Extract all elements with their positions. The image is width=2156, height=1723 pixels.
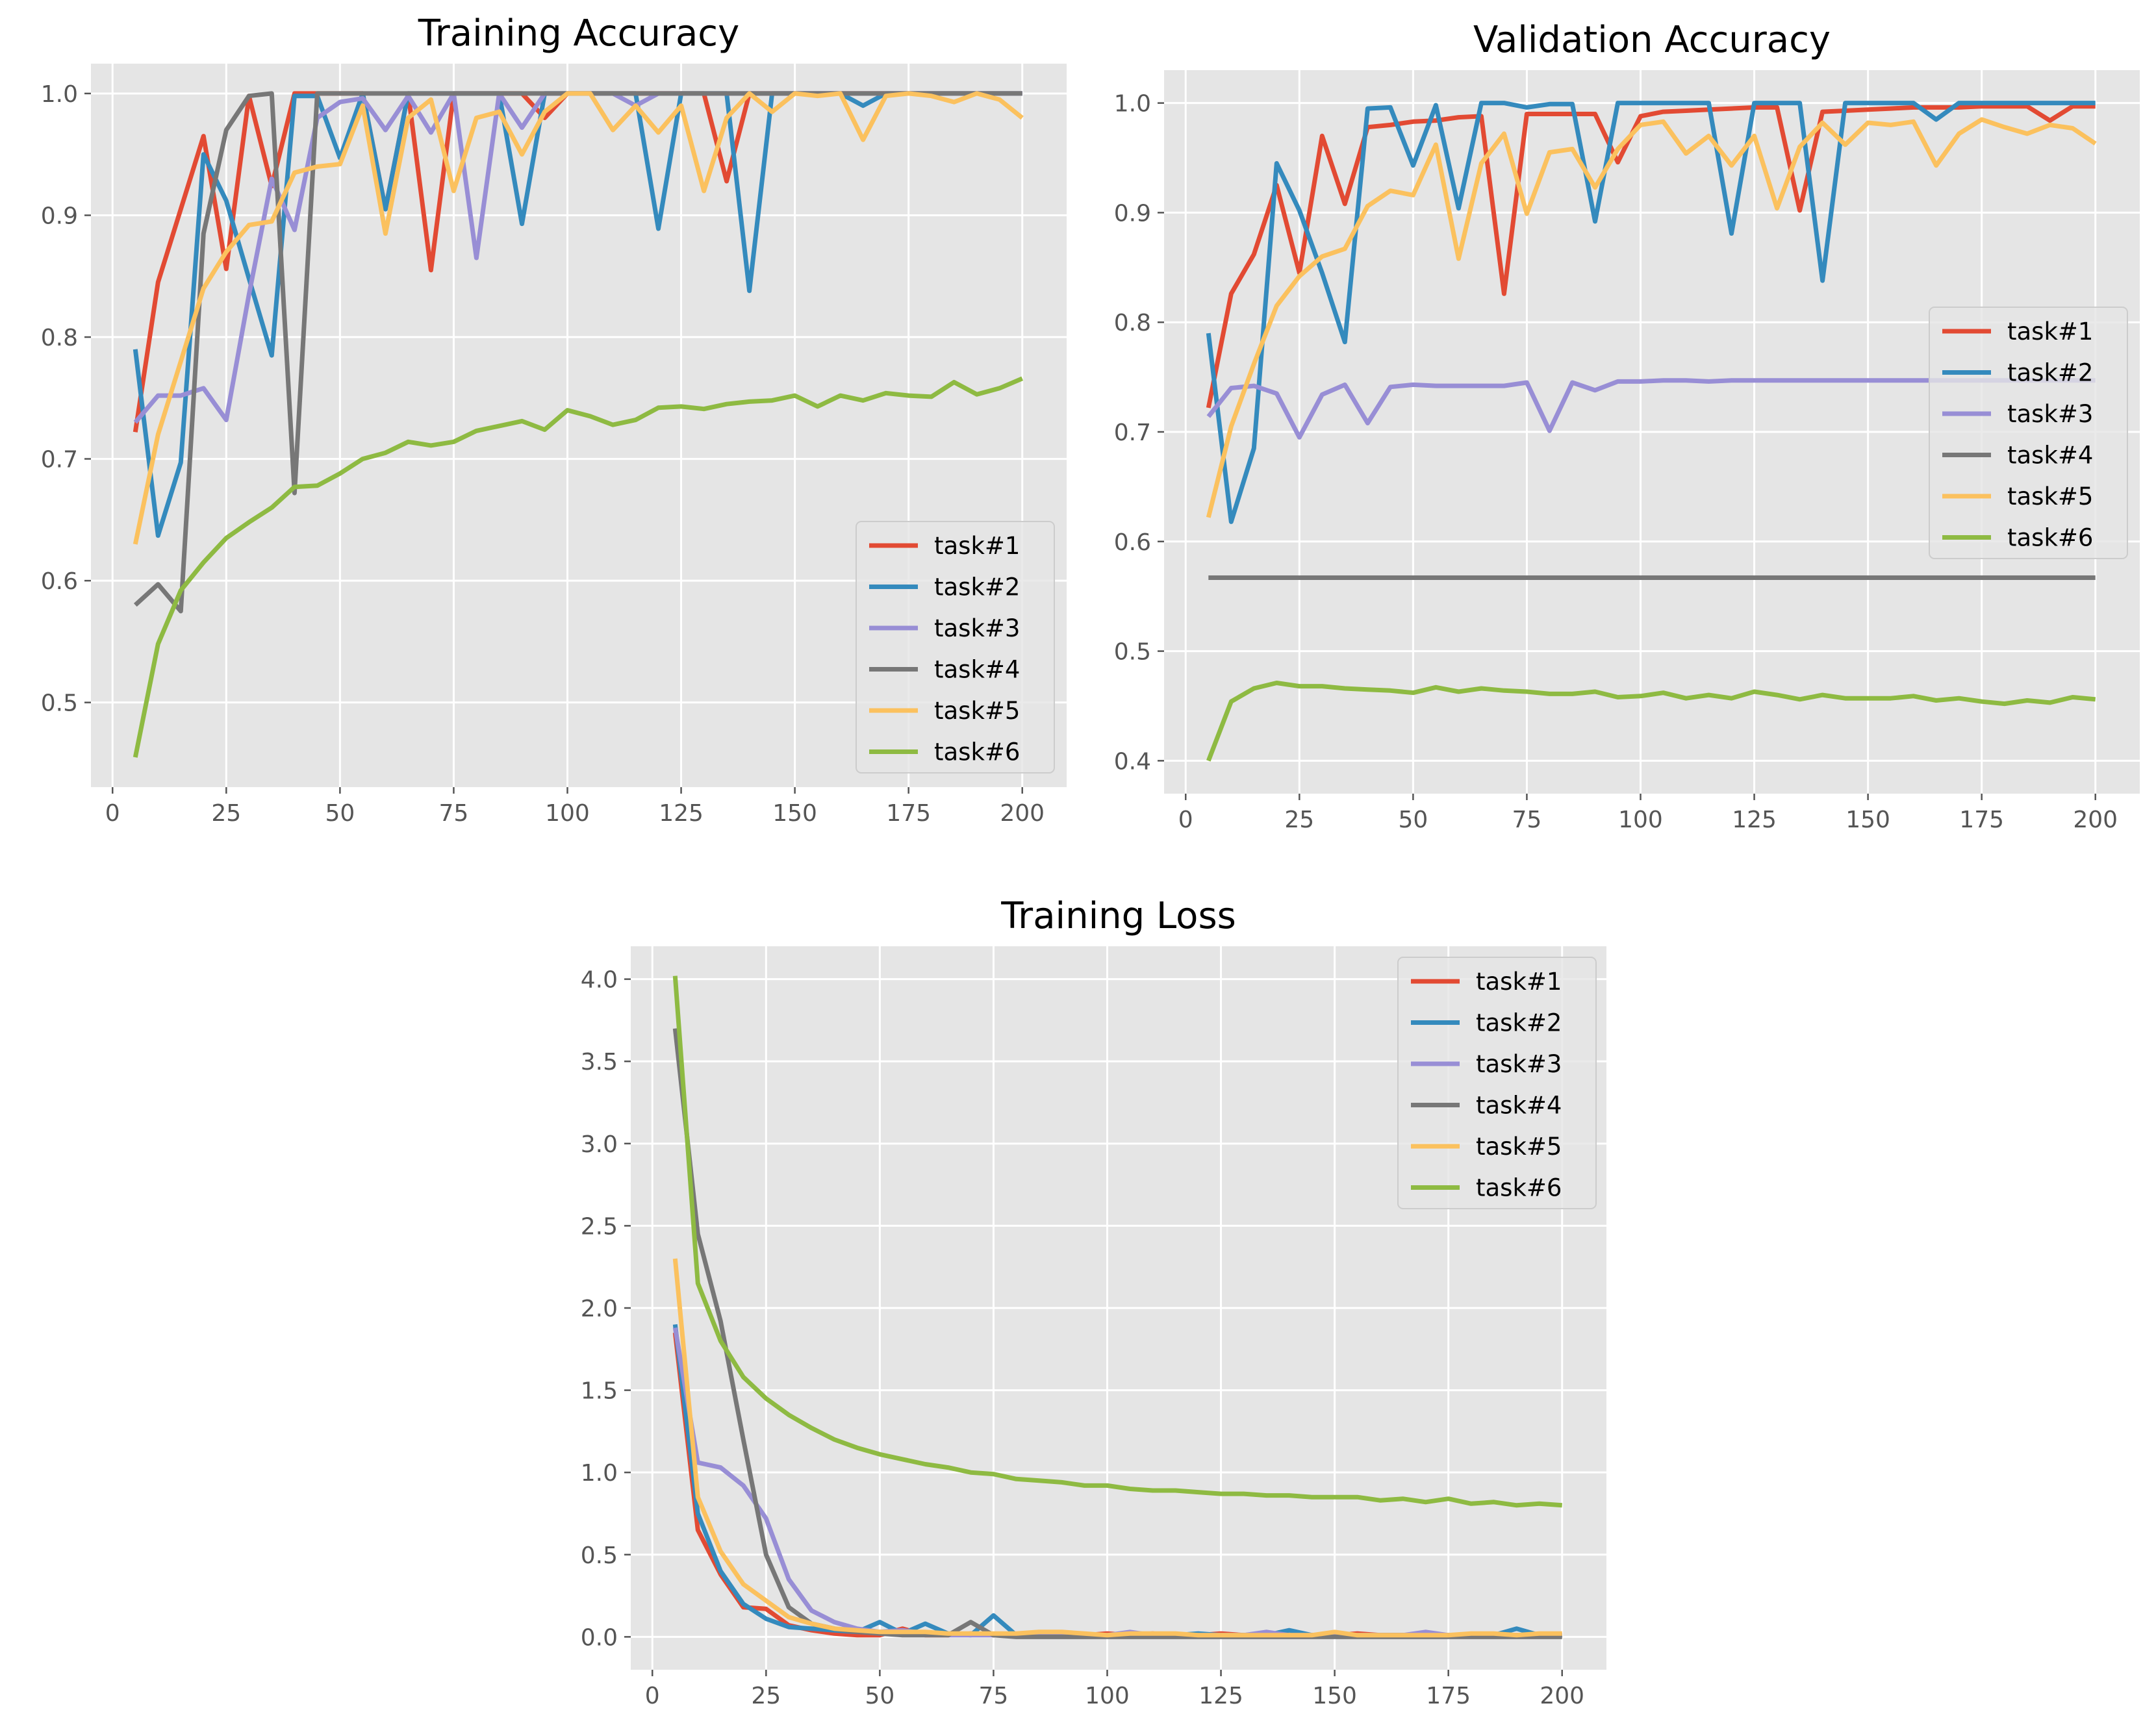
y-tick-label: 0.5 bbox=[581, 1542, 618, 1569]
chart-training-loss: 0 25 50 75 100 125 150 175 200 0.0 0.5 1.0 1.5 2.0 2.5… bbox=[581, 895, 1606, 1709]
series-group bbox=[1206, 101, 2097, 762]
chart-title: Training Loss bbox=[1000, 895, 1236, 937]
legend-label-task5: task#5 bbox=[1476, 1133, 1562, 1161]
legend-label-task1: task#1 bbox=[934, 532, 1020, 560]
legend-label-task2: task#2 bbox=[2007, 359, 2093, 387]
x-tick-label: 125 bbox=[1198, 1683, 1243, 1709]
x-tick-label: 25 bbox=[751, 1683, 781, 1709]
series-line-task5 bbox=[1206, 117, 2097, 518]
x-tick-label: 150 bbox=[1845, 807, 1890, 833]
x-tick-label: 75 bbox=[979, 1683, 1009, 1709]
y-tick-label: 3.0 bbox=[581, 1131, 618, 1158]
y-tick-label: 0.8 bbox=[41, 325, 78, 351]
y-tick-label: 0.6 bbox=[1114, 529, 1151, 556]
legend-label-task2: task#2 bbox=[934, 573, 1020, 601]
y-tick-label: 0.9 bbox=[1114, 200, 1151, 227]
legend-label-task4: task#4 bbox=[934, 656, 1020, 684]
legend-label-task4: task#4 bbox=[1476, 1092, 1562, 1120]
y-tick-label: 1.0 bbox=[1114, 91, 1151, 118]
x-tick-label: 100 bbox=[1618, 807, 1663, 833]
y-tick-label: 0.0 bbox=[581, 1624, 618, 1651]
chart-training-accuracy: 0 25 50 75 100 125 150 175 200 0.5 0.6 0.7 0.8 0.9 1.0… bbox=[41, 12, 1067, 827]
y-tick-label: 0.7 bbox=[1114, 420, 1151, 446]
y-tick-label: 3.5 bbox=[581, 1049, 618, 1075]
legend-label-task3: task#3 bbox=[934, 614, 1020, 642]
y-tick-label: 0.4 bbox=[1114, 748, 1151, 775]
legend-label-task4: task#4 bbox=[2007, 442, 2093, 470]
x-tick-label: 100 bbox=[545, 800, 590, 827]
y-tick-label: 2.0 bbox=[581, 1296, 618, 1322]
x-tick-label: 200 bbox=[1540, 1683, 1584, 1709]
chart-title: Validation Accuracy bbox=[1473, 19, 1831, 61]
series-line-task6 bbox=[672, 975, 1562, 1508]
x-tick-label: 75 bbox=[439, 800, 469, 827]
y-tick-label: 4.0 bbox=[581, 967, 618, 994]
series-line-task5 bbox=[133, 91, 1024, 545]
x-tick-label: 0 bbox=[105, 800, 120, 827]
x-tick-label: 150 bbox=[772, 800, 817, 827]
legend-label-task2: task#2 bbox=[1476, 1009, 1562, 1037]
x-tick-label: 200 bbox=[2073, 807, 2118, 833]
y-tick-label: 0.5 bbox=[1114, 639, 1151, 666]
x-tick-label: 175 bbox=[1959, 807, 2004, 833]
x-tick-label: 125 bbox=[659, 800, 704, 827]
x-tick-label: 175 bbox=[886, 800, 931, 827]
x-tick-label: 175 bbox=[1426, 1683, 1471, 1709]
legend-label-task5: task#5 bbox=[2007, 483, 2093, 510]
legend: task#1 task#2 task#3 task#4 task#5 task#6 bbox=[1397, 957, 1597, 1209]
series-group bbox=[133, 91, 1024, 758]
legend-label-task5: task#5 bbox=[934, 697, 1020, 725]
legend-label-task1: task#1 bbox=[2007, 318, 2093, 346]
y-tick-label: 0.6 bbox=[41, 568, 78, 595]
x-tick-label: 50 bbox=[865, 1683, 894, 1709]
legend: task#1 task#2 task#3 task#4 task#5 task#6 bbox=[856, 521, 1055, 773]
y-tick-label: 0.7 bbox=[41, 447, 78, 473]
legend-label-task3: task#3 bbox=[1476, 1050, 1562, 1078]
chart-validation-accuracy: 0 25 50 75 100 125 150 175 200 0.4 0.5 0.6 0.7 0.8 0.9… bbox=[1114, 19, 2140, 833]
series-line-task1 bbox=[1206, 104, 2096, 409]
legend-label-task6: task#6 bbox=[1476, 1174, 1562, 1202]
y-tick-label: 1.5 bbox=[581, 1378, 618, 1405]
x-tick-label: 50 bbox=[1398, 807, 1428, 833]
y-tick-label: 0.9 bbox=[41, 203, 78, 229]
chart-title: Training Accuracy bbox=[418, 12, 739, 55]
x-tick-label: 150 bbox=[1312, 1683, 1357, 1709]
x-tick-label: 50 bbox=[325, 800, 355, 827]
x-tick-label: 25 bbox=[211, 800, 241, 827]
series-line-task6 bbox=[133, 376, 1024, 758]
series-line-task6 bbox=[1206, 681, 2096, 762]
x-tick-label: 100 bbox=[1085, 1683, 1130, 1709]
legend-label-task3: task#3 bbox=[2007, 400, 2093, 428]
legend-label-task6: task#6 bbox=[2007, 524, 2093, 552]
legend-label-task6: task#6 bbox=[934, 738, 1020, 766]
y-tick-label: 1.0 bbox=[581, 1460, 618, 1487]
x-tick-label: 25 bbox=[1284, 807, 1314, 833]
series-line-task5 bbox=[672, 1258, 1562, 1638]
legend-label-task1: task#1 bbox=[1476, 968, 1562, 996]
x-tick-label: 0 bbox=[645, 1683, 660, 1709]
x-tick-label: 125 bbox=[1732, 807, 1777, 833]
y-tick-label: 0.8 bbox=[1114, 310, 1151, 336]
legend: task#1 task#2 task#3 task#4 task#5 task#6 bbox=[1929, 307, 2128, 559]
y-tick-label: 0.5 bbox=[41, 690, 78, 717]
x-tick-label: 75 bbox=[1512, 807, 1542, 833]
x-tick-label: 0 bbox=[1178, 807, 1193, 833]
x-tick-label: 200 bbox=[1000, 800, 1045, 827]
y-tick-label: 1.0 bbox=[41, 81, 78, 108]
series-group bbox=[672, 975, 1562, 1639]
y-tick-label: 2.5 bbox=[581, 1213, 618, 1240]
